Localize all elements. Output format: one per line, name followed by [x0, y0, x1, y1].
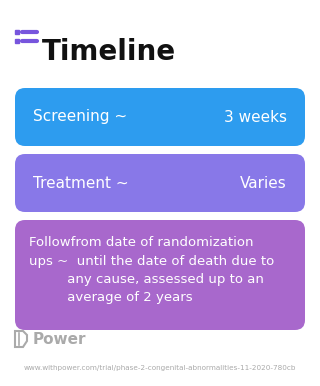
Bar — [15, 39, 19, 43]
Bar — [15, 30, 19, 34]
FancyBboxPatch shape — [15, 220, 305, 330]
FancyBboxPatch shape — [15, 154, 305, 212]
Text: Followfrom date of randomization
ups ~  until the date of death due to
         : Followfrom date of randomization ups ~ u… — [29, 236, 274, 305]
Text: Power: Power — [33, 332, 86, 347]
Text: Varies: Varies — [240, 176, 287, 191]
Text: Screening ~: Screening ~ — [33, 110, 127, 125]
Text: 3 weeks: 3 weeks — [224, 110, 287, 125]
FancyBboxPatch shape — [15, 88, 305, 146]
Text: www.withpower.com/trial/phase-2-congenital-abnormalities-11-2020-780cb: www.withpower.com/trial/phase-2-congenit… — [24, 365, 296, 371]
Text: Timeline: Timeline — [42, 38, 176, 66]
Text: Treatment ~: Treatment ~ — [33, 176, 129, 191]
